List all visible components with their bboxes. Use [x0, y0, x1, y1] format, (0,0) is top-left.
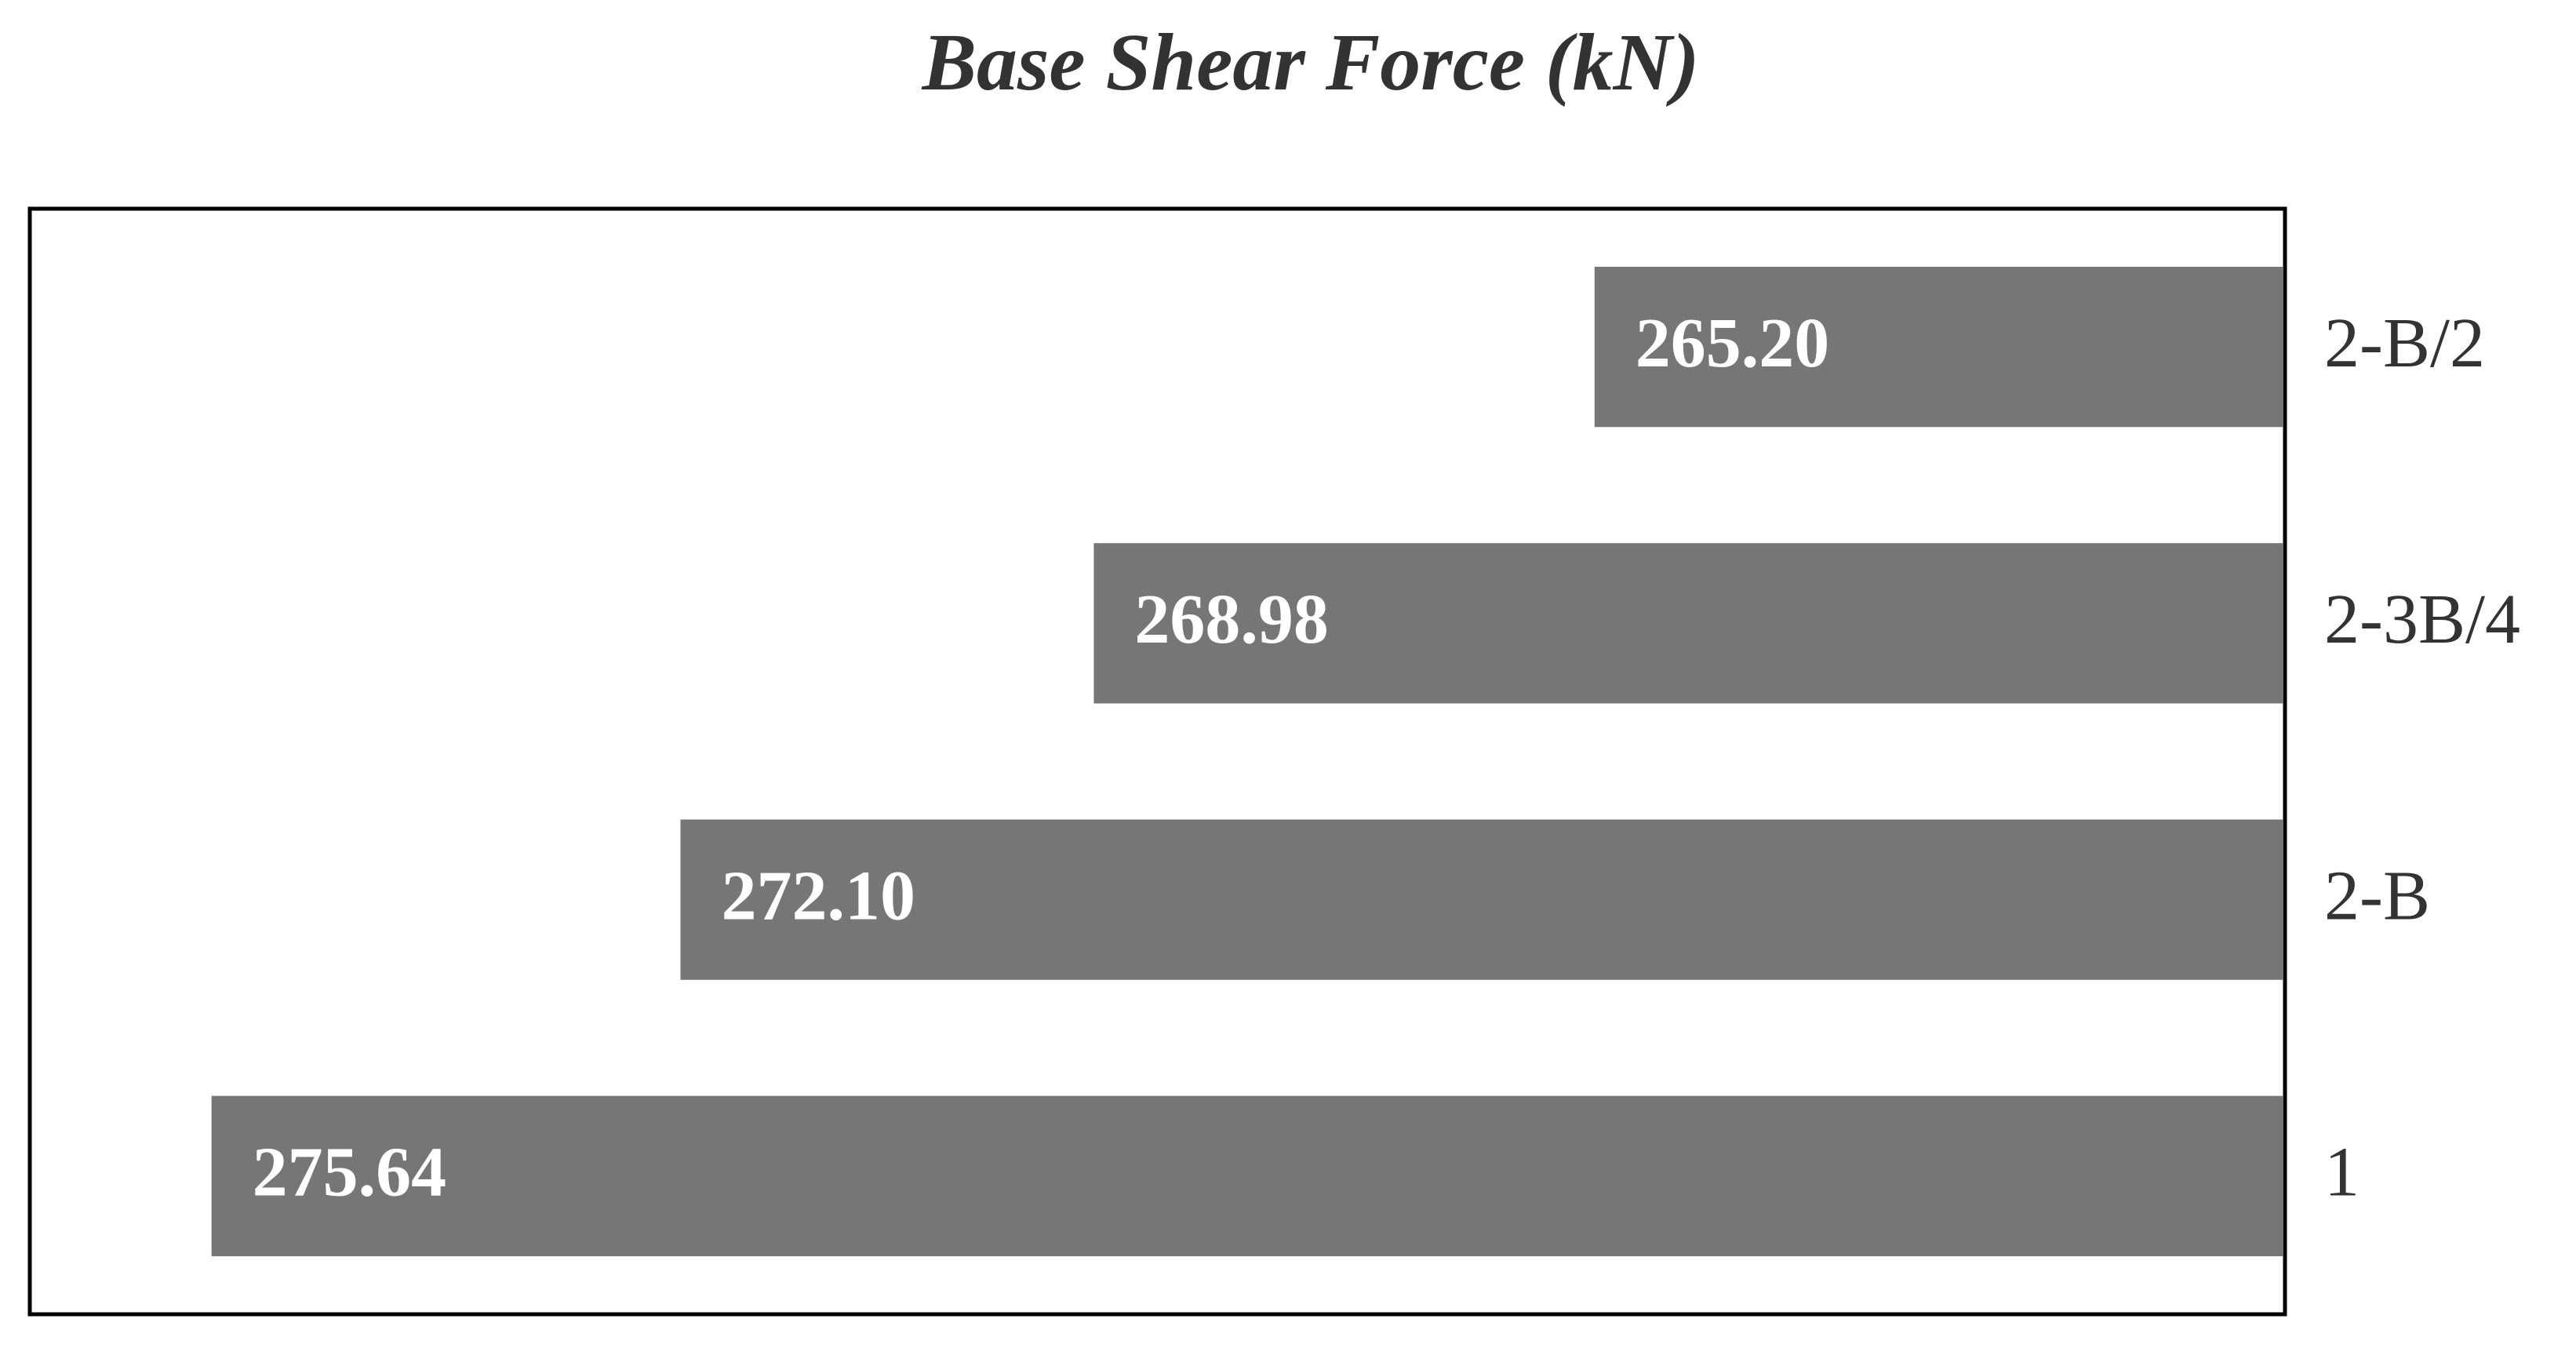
bar [1093, 543, 2283, 704]
value-label: 265.20 [1635, 304, 1830, 382]
value-label: 272.10 [722, 857, 916, 934]
y-tick-label: 2-B [2324, 857, 2430, 934]
bar [1594, 266, 2283, 428]
y-tick-label: 2-3B/4 [2324, 581, 2520, 658]
y-tick-label: 1 [2324, 1134, 2360, 1211]
y-tick-label: 2-B/2 [2324, 304, 2485, 382]
plot-frame [27, 206, 2287, 1317]
bar [211, 1095, 2284, 1257]
bar [680, 819, 2283, 980]
value-label: 275.64 [253, 1134, 447, 1211]
chart-title: Base Shear Force (kN) [922, 17, 1700, 107]
value-label: 268.98 [1134, 581, 1329, 658]
